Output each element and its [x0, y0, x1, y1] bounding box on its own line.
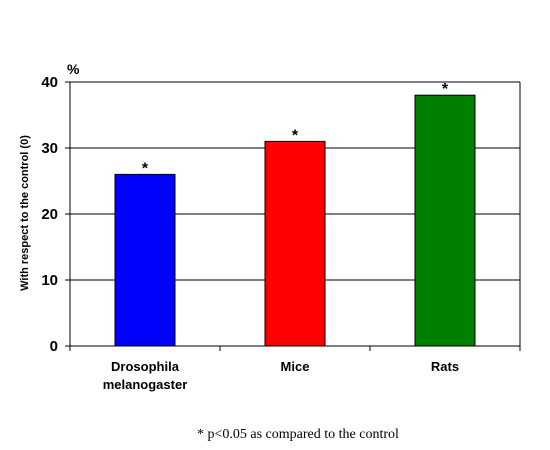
footnote: * p<0.05 as compared to the control: [197, 427, 399, 442]
y-tick-label: 30: [41, 140, 58, 157]
significance-star: *: [142, 160, 149, 177]
y-tick-label: 10: [41, 272, 58, 289]
y-tick-label: 20: [41, 206, 58, 223]
y-tick-label: 40: [41, 74, 58, 91]
significance-star: *: [292, 127, 299, 144]
x-category-labels: Drosophila melanogaster Mice Rats: [103, 359, 459, 392]
y-tick-labels: 0 10 20 30 40: [41, 74, 58, 355]
bar: [114, 173, 176, 347]
bar: [414, 94, 476, 347]
x-category-label: Mice: [281, 359, 310, 374]
axes: [65, 81, 521, 351]
significance-markers: * * *: [142, 81, 449, 177]
significance-star: *: [442, 81, 449, 98]
y-tick-label: 0: [50, 338, 58, 355]
y-unit-label: %: [67, 61, 80, 77]
x-category-label: Drosophila melanogaster: [103, 359, 188, 392]
y-axis-title: With respect to the control (0): [19, 135, 31, 291]
bar: [264, 140, 326, 347]
x-category-label: Rats: [431, 359, 459, 374]
